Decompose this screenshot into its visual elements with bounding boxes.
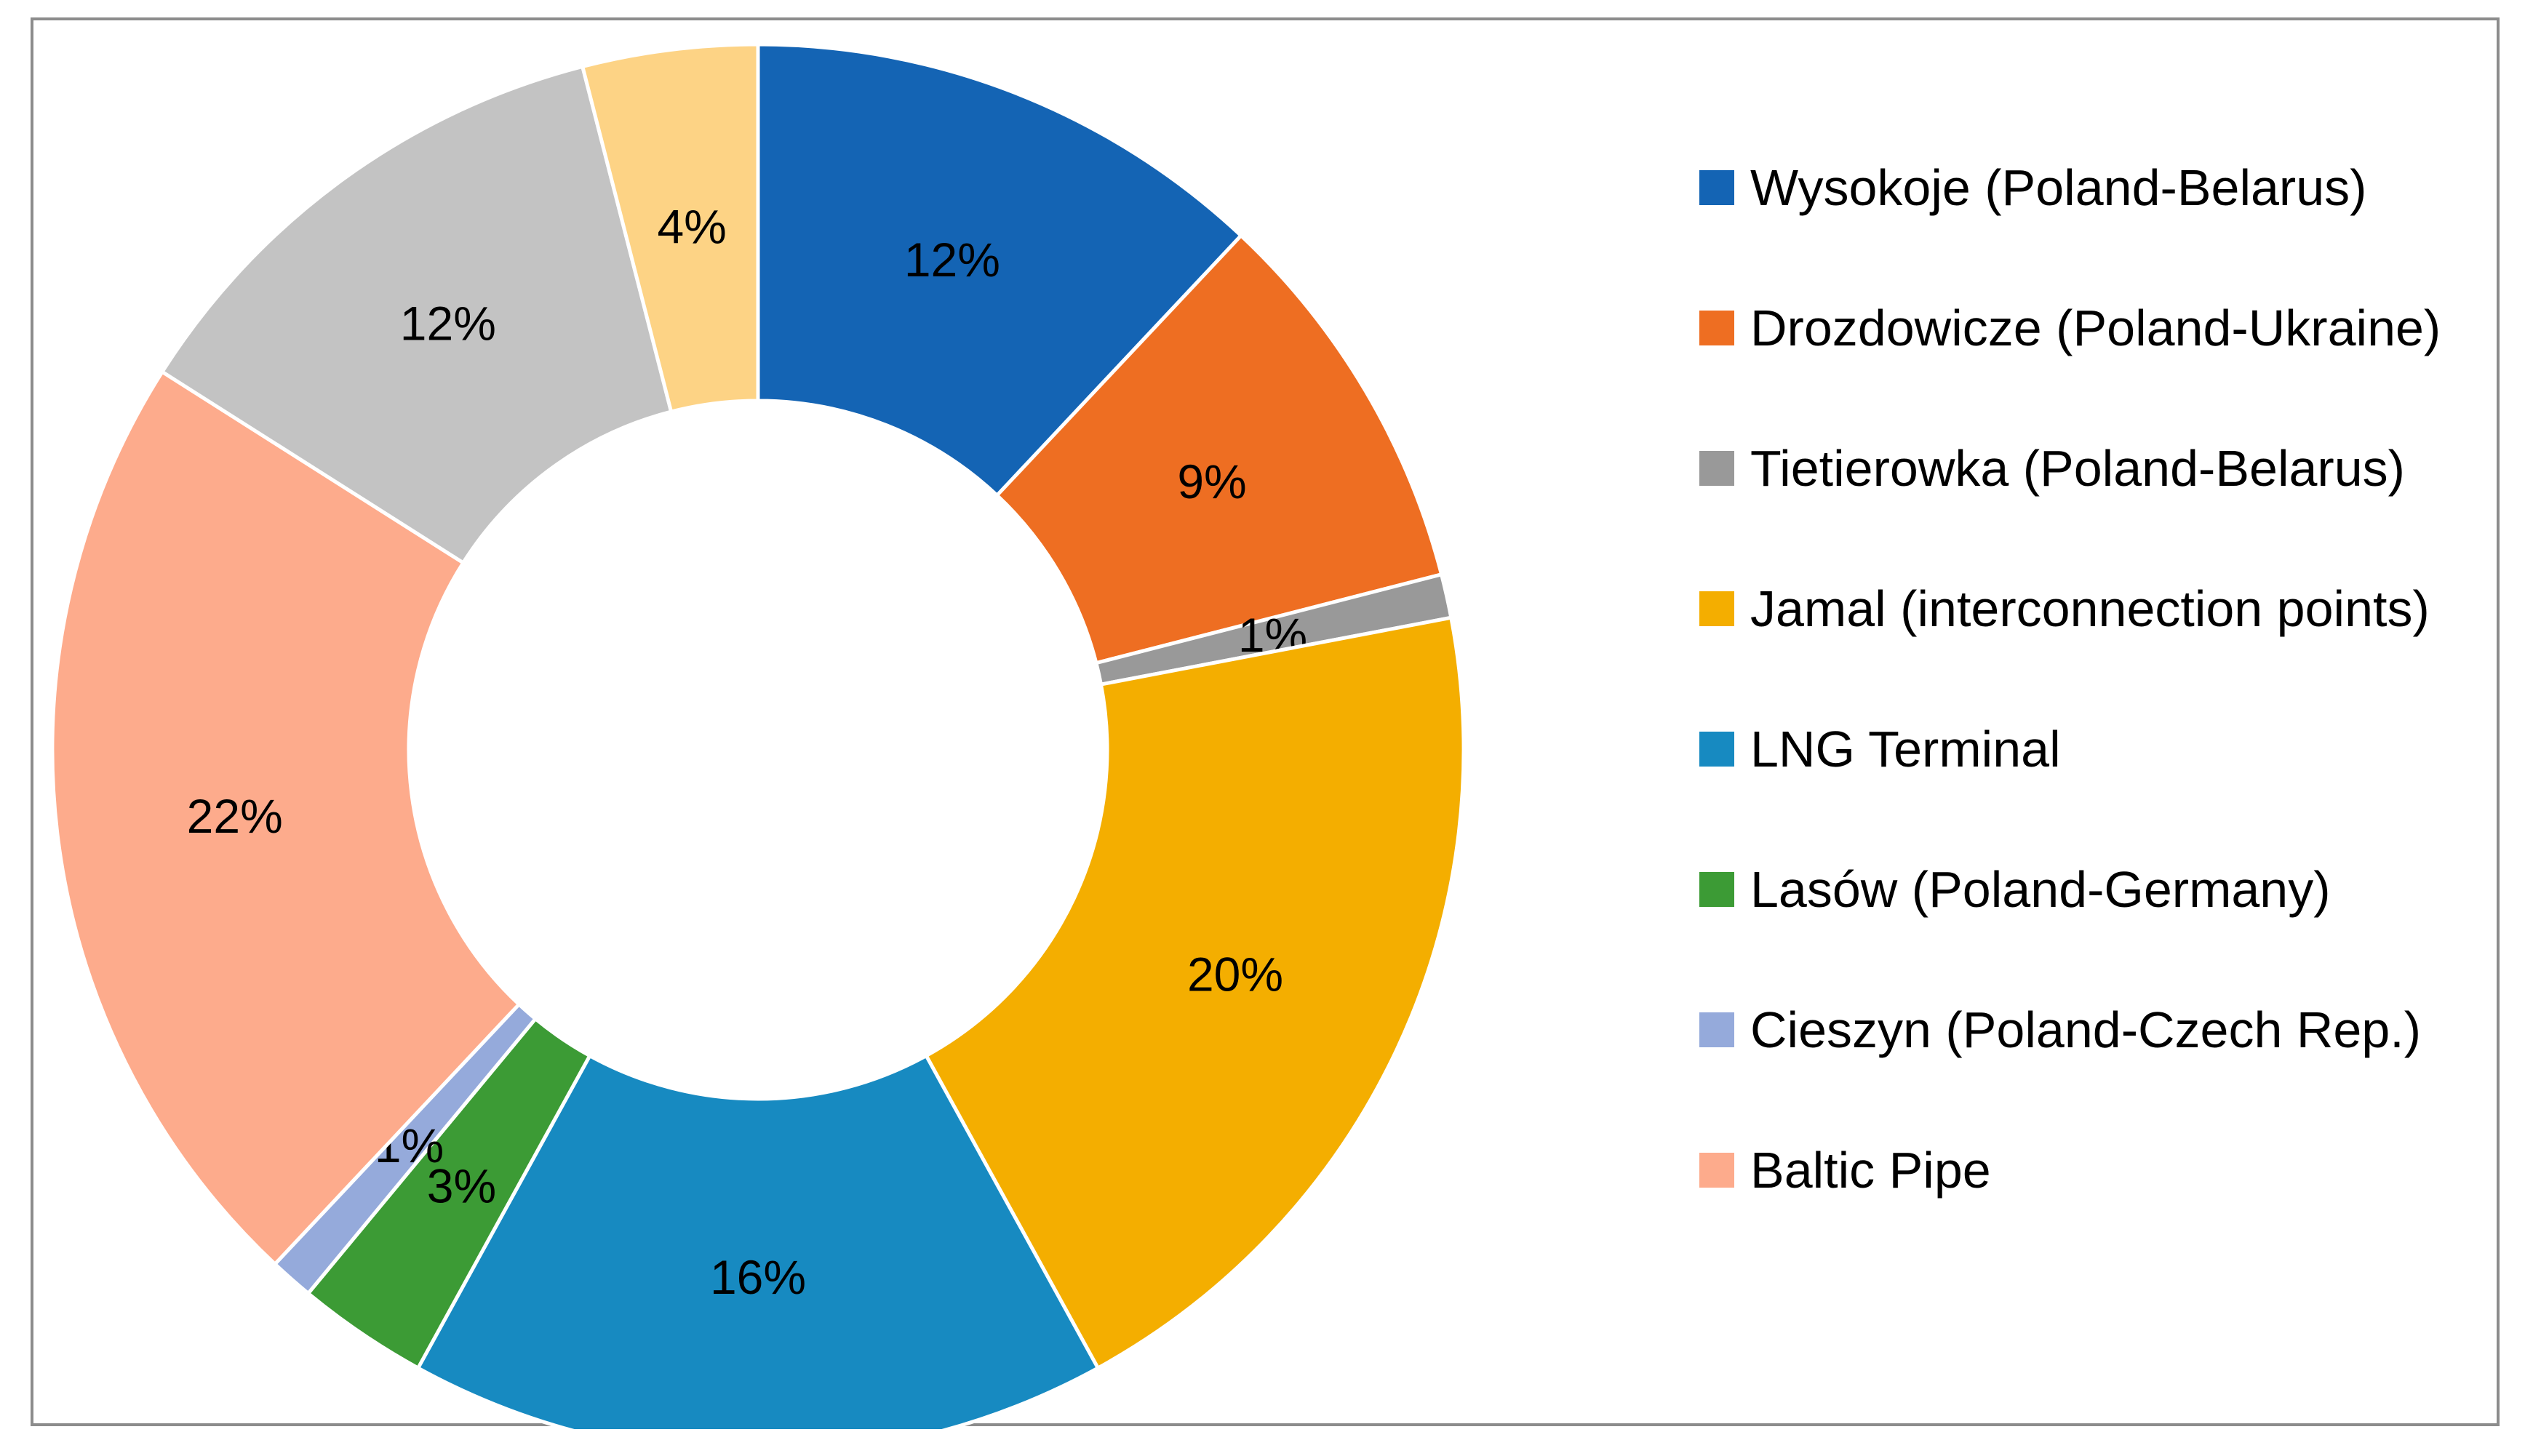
slice-data-label-4: 16% bbox=[710, 1250, 806, 1304]
slice-data-label-3: 20% bbox=[1187, 948, 1283, 1001]
donut-slice-9 bbox=[580, 42, 760, 415]
slice-data-label-9: 4% bbox=[657, 200, 726, 254]
legend-swatch bbox=[1699, 170, 1734, 205]
legend-label: Cieszyn (Poland-Czech Rep.) bbox=[1750, 1001, 2422, 1058]
legend-swatch bbox=[1699, 591, 1734, 626]
legend-swatch bbox=[1699, 1012, 1734, 1047]
slice-data-label-5: 3% bbox=[427, 1159, 496, 1213]
legend-item-5: Lasów (Poland-Germany) bbox=[1699, 853, 2331, 926]
legend-label: Tietierowka (Poland-Belarus) bbox=[1750, 440, 2405, 497]
donut-slice-8 bbox=[159, 64, 674, 566]
donut-slice-7 bbox=[50, 369, 522, 1267]
slice-data-label-1: 9% bbox=[1177, 455, 1246, 508]
legend-item-7: Baltic Pipe bbox=[1699, 1134, 1991, 1207]
slice-data-label-7: 22% bbox=[187, 789, 283, 843]
donut-chart: 12%9%1%20%16%3%1%22%12%4% bbox=[50, 42, 1466, 1429]
legend-label: Jamal (interconnection points) bbox=[1750, 580, 2430, 637]
legend-swatch bbox=[1699, 451, 1734, 486]
legend-label: Lasów (Poland-Germany) bbox=[1750, 861, 2331, 918]
legend-item-0: Wysokoje (Poland-Belarus) bbox=[1699, 151, 2367, 224]
legend-label: Drozdowicze (Poland-Ukraine) bbox=[1750, 300, 2441, 356]
legend-item-6: Cieszyn (Poland-Czech Rep.) bbox=[1699, 993, 2421, 1066]
legend-swatch bbox=[1699, 1153, 1734, 1188]
legend-item-2: Tietierowka (Poland-Belarus) bbox=[1699, 432, 2405, 505]
slice-data-label-0: 12% bbox=[904, 233, 1000, 287]
legend-item-1: Drozdowicze (Poland-Ukraine) bbox=[1699, 292, 2441, 364]
legend-swatch bbox=[1699, 732, 1734, 767]
slice-data-label-8: 12% bbox=[400, 296, 496, 350]
legend-item-3: Jamal (interconnection points) bbox=[1699, 572, 2430, 645]
legend-item-4: LNG Terminal bbox=[1699, 713, 2061, 785]
legend-label: LNG Terminal bbox=[1750, 721, 2061, 777]
donut-slice-4 bbox=[415, 1053, 1101, 1429]
chart-frame: 12% 9% 1% 20% 16% 3% 1% 22% 12% 4% Wysokoje (Pola… bbox=[31, 17, 2500, 1429]
donut-slice-3 bbox=[923, 615, 1466, 1371]
legend-swatch bbox=[1699, 872, 1734, 907]
legend-swatch bbox=[1699, 311, 1734, 345]
donut-slice-0 bbox=[756, 42, 1244, 498]
legend-label: Wysokoje (Poland-Belarus) bbox=[1750, 159, 2367, 216]
legend-label: Baltic Pipe bbox=[1750, 1142, 1991, 1199]
donut-slice-1 bbox=[994, 233, 1444, 665]
